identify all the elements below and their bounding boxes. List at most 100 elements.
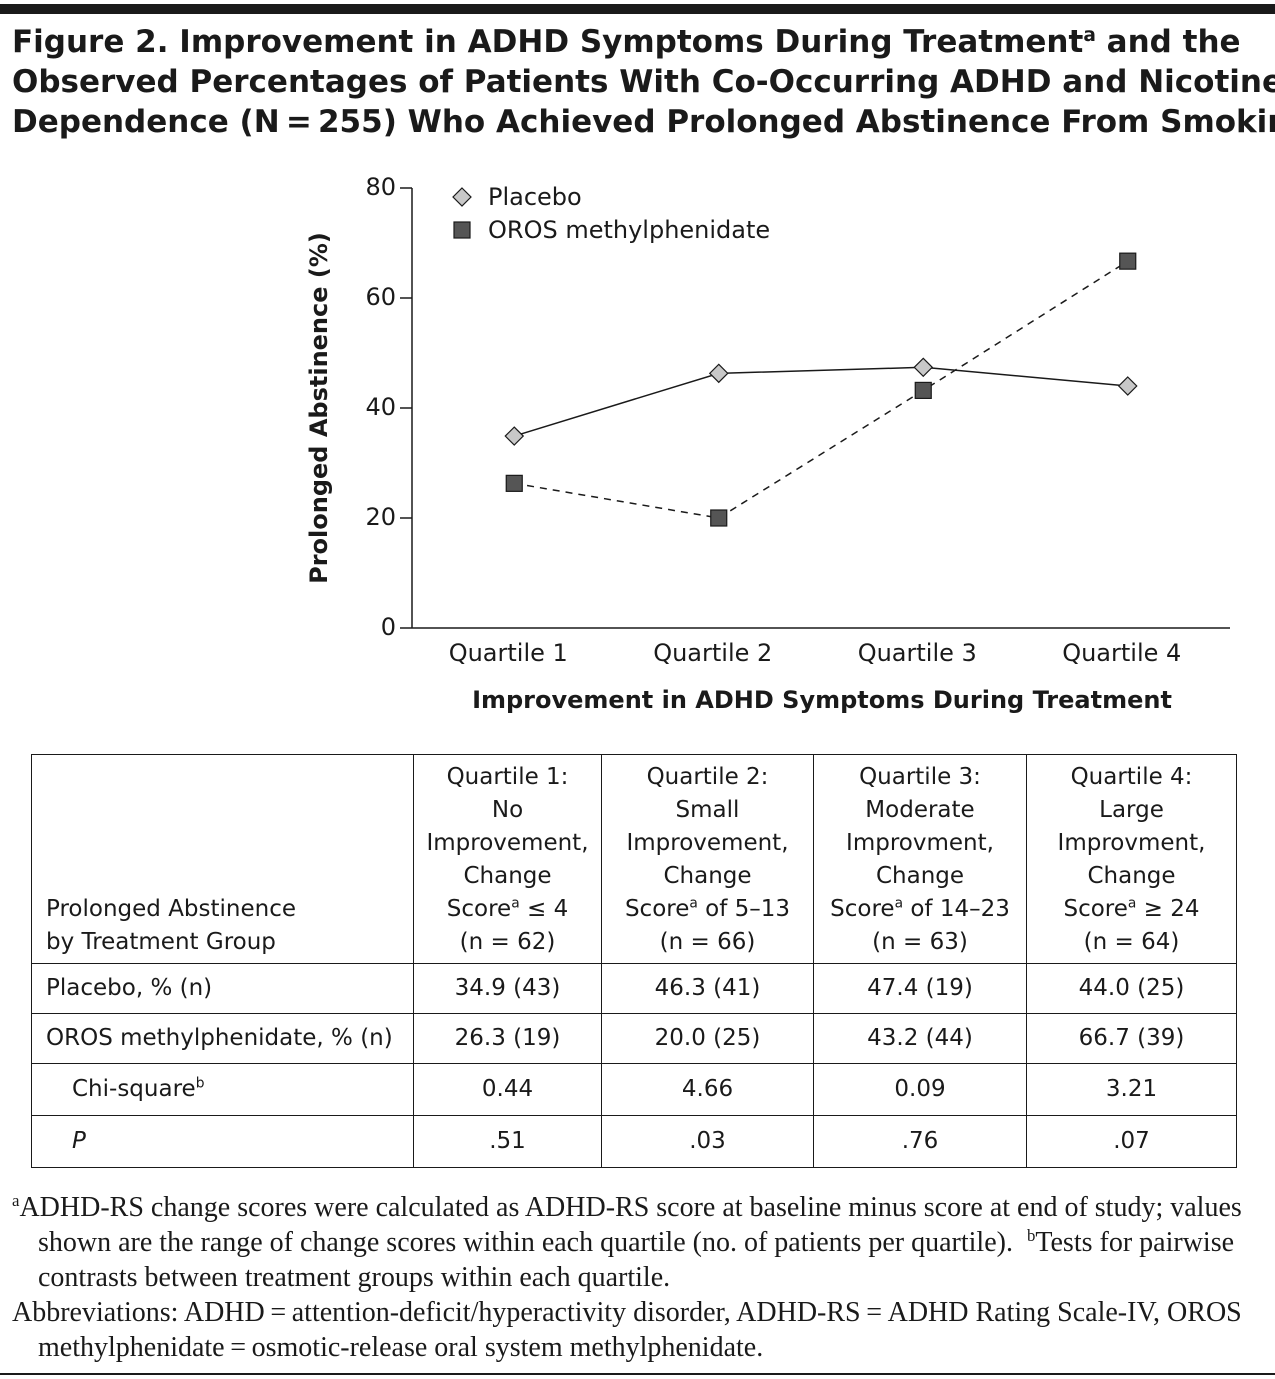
table-cell: 20.0 (25): [601, 1013, 814, 1064]
table-cell: 66.7 (39): [1026, 1013, 1237, 1064]
table-cell: 34.9 (43): [413, 963, 602, 1014]
data-table: Prolonged Abstinence by Treatment Group Qu…: [31, 754, 1237, 1168]
title-sup: a: [1083, 24, 1096, 46]
header-text: (n = 63): [872, 929, 968, 955]
footnote-sup: a: [12, 1190, 20, 1210]
table-row: Chi-squareb 0.44 4.66 0.09 3.21: [31, 1063, 1237, 1116]
header-cell: Quartile 2: Small Improvement, Change Scorea…: [601, 754, 814, 964]
row-label-sup: b: [195, 1075, 205, 1092]
header-text: Score: [624, 896, 690, 922]
header-cell: Quartile 3: Moderate Improvment, Change Scor…: [813, 754, 1027, 964]
x-tick-label: Quartile 1: [449, 639, 568, 667]
data-point: [914, 381, 932, 399]
data-point: [913, 357, 934, 378]
y-tick-label: 60: [365, 283, 396, 311]
header-cell: Quartile 1: No Improvement, Change Scorea ≤ …: [413, 754, 602, 964]
header-sup: a: [689, 895, 698, 912]
header-text: Scorea of 14–23: [818, 893, 1022, 926]
header-text: of 5–13: [697, 896, 791, 922]
table-row: Placebo, % (n) 34.9 (43) 46.3 (41) 47.4 (19…: [31, 963, 1237, 1014]
header-text: ≤ 4: [519, 896, 569, 922]
footnote-text: Tests for pairwise contrasts between tre…: [38, 1227, 1235, 1293]
header-text: (n = 66): [659, 929, 756, 955]
abbreviations: Abbreviations: ADHD = attention-deficit/…: [12, 1297, 1242, 1363]
header-text: Scorea ≥ 24: [1031, 893, 1232, 926]
table-cell: .03: [601, 1115, 814, 1168]
header-text: Improvment,: [846, 830, 994, 856]
data-point: [710, 509, 728, 527]
header-text: Scorea ≤ 4: [418, 893, 597, 926]
row-label: P: [31, 1115, 414, 1168]
x-axis-label: Improvement in ADHD Symptoms During Trea…: [472, 686, 1172, 714]
header-text: Score: [830, 896, 895, 922]
header-text: Change: [1087, 863, 1176, 889]
header-text: (n = 62): [459, 929, 556, 955]
header-text: Quartile 4:: [1070, 764, 1193, 790]
table-cell: 4.66: [601, 1063, 814, 1116]
table-cell: 0.09: [813, 1063, 1027, 1116]
table-cell: .76: [813, 1115, 1027, 1168]
header-text: No: [491, 797, 524, 823]
table-cell: .07: [1026, 1115, 1237, 1168]
legend-marker: [452, 187, 472, 207]
bottom-rule: [0, 1373, 1275, 1375]
header-text: Moderate: [865, 797, 975, 823]
figure-title: Figure 2. Improvement in ADHD Symptoms D…: [12, 22, 1275, 142]
header-cell: Quartile 4: Large Improvment, Change Scorea …: [1026, 754, 1237, 964]
header-text: Score: [446, 896, 512, 922]
legend-marker: [453, 221, 471, 239]
footnote-text: ADHD-RS change scores were calculated as…: [19, 1192, 1242, 1258]
header-text: Score: [1063, 896, 1128, 922]
row-label-text: Placebo, % (n): [46, 975, 213, 1001]
header-text: Scorea of 5–13: [606, 893, 809, 926]
top-rule: [0, 4, 1275, 14]
table-cell: .51: [413, 1115, 602, 1168]
header-text: Quartile 2:: [646, 764, 769, 790]
header-text: Large: [1099, 797, 1164, 823]
corner-cell: Prolonged Abstinence by Treatment Group: [31, 754, 414, 964]
header-text: Quartile 1:: [446, 764, 569, 790]
legend-label: Placebo: [488, 183, 582, 211]
footnotes: aADHD-RS change scores were calculated a…: [12, 1190, 1242, 1365]
header-text: Small: [675, 797, 740, 823]
chart: Prolonged Abstinence (%) Improvement in …: [305, 173, 1230, 714]
data-point: [708, 363, 729, 384]
header-text: of 14–23: [903, 896, 1010, 922]
header-sup: a: [894, 895, 904, 912]
row-label: Placebo, % (n): [31, 963, 414, 1014]
series-line: [514, 260, 1129, 519]
title-text: Figure 2. Improvement in ADHD Symptoms D…: [12, 24, 1084, 60]
header-text: by Treatment Group: [46, 929, 276, 955]
table-cell: 26.3 (19): [413, 1013, 602, 1064]
table-row: OROS methylphenidate, % (n) 26.3 (19) 20.0…: [31, 1013, 1237, 1064]
title-text: Dependence (N = 255) Who Achieved Prolon…: [12, 104, 1275, 140]
y-axis-label: Prolonged Abstinence (%): [305, 232, 333, 584]
data-point: [504, 426, 525, 446]
header-sup: a: [1127, 895, 1137, 912]
x-tick-label: Quartile 2: [653, 639, 772, 667]
y-tick-label: 80: [365, 173, 396, 201]
table-cell: 46.3 (41): [601, 963, 814, 1014]
table-cell: 0.44: [413, 1063, 602, 1116]
data-point: [1117, 376, 1138, 396]
x-tick-label: Quartile 4: [1062, 639, 1181, 667]
header-text: ≥ 24: [1136, 896, 1200, 922]
row-label-text: P: [72, 1128, 86, 1154]
y-tick-label: 20: [365, 503, 396, 531]
data-point: [1119, 252, 1137, 270]
header-text: Improvment,: [1057, 830, 1206, 856]
header-text: Improvement,: [426, 830, 589, 856]
header-text: Change: [663, 863, 752, 889]
data-point: [505, 474, 523, 492]
legend-label: OROS methylphenidate: [488, 216, 770, 244]
y-tick-label: 0: [381, 613, 396, 641]
footnote: aADHD-RS change scores were calculated a…: [12, 1190, 1242, 1295]
table-cell: 3.21: [1026, 1063, 1237, 1116]
header-text: Change: [463, 863, 552, 889]
table-cell: 47.4 (19): [813, 963, 1027, 1014]
series-line: [514, 366, 1128, 437]
header-text: Improvement,: [626, 830, 789, 856]
header-row: Prolonged Abstinence by Treatment Group Qu…: [31, 754, 1237, 964]
table-cell: 44.0 (25): [1026, 963, 1237, 1014]
